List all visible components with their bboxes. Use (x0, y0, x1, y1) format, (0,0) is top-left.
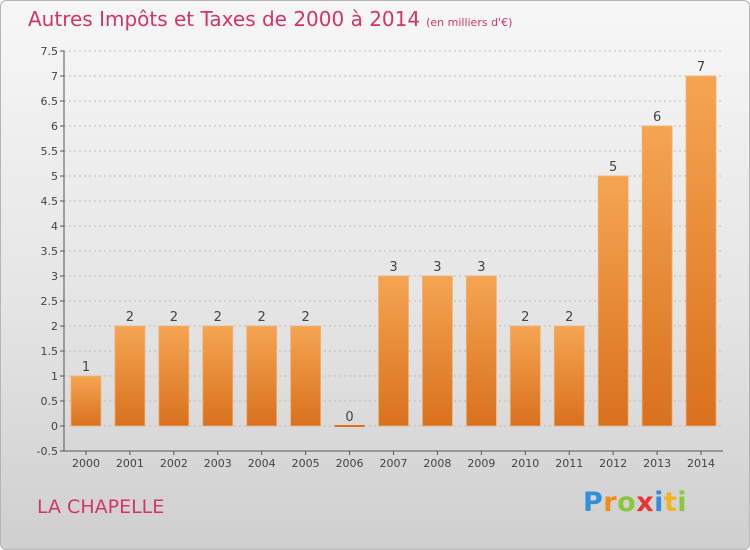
bar (378, 275, 409, 427)
logo-letter: t (663, 487, 678, 518)
proxiti-logo[interactable]: Proxiti (583, 487, 687, 518)
y-tick-label: 7 (51, 70, 58, 83)
bar (641, 125, 673, 427)
x-tick-label: 2010 (511, 457, 539, 470)
value-label: 3 (389, 260, 397, 275)
x-tick-label: 2005 (292, 457, 320, 470)
y-tick-label: 4 (51, 220, 58, 233)
x-tick-label: 2000 (72, 457, 100, 470)
x-tick-label: 2007 (380, 457, 408, 470)
y-tick-label: 7.5 (41, 45, 59, 58)
bar (290, 325, 322, 427)
value-label: 2 (214, 310, 222, 325)
value-label: 1 (82, 360, 90, 375)
y-tick-label: 1 (51, 370, 58, 383)
value-label: 2 (258, 310, 266, 325)
value-label: 3 (477, 260, 485, 275)
bar (597, 175, 629, 427)
x-tick-label: 2008 (423, 457, 451, 470)
commune-name: LA CHAPELLE (37, 496, 165, 518)
value-label: 6 (653, 110, 661, 125)
x-tick-label: 2009 (467, 457, 495, 470)
bar (246, 325, 278, 427)
chart-title: Autres Impôts et Taxes de 2000 à 2014 (en… (28, 7, 512, 31)
y-tick-label: 6 (51, 120, 58, 133)
x-tick-label: 2004 (248, 457, 276, 470)
x-tick-label: 2001 (116, 457, 144, 470)
y-tick-label: 4.5 (41, 195, 59, 208)
x-tick-label: 2011 (555, 457, 583, 470)
title-text: Autres Impôts et Taxes de 2000 à 2014 (28, 7, 421, 31)
bar (422, 275, 453, 427)
bar (509, 325, 541, 427)
logo-letter: P (583, 487, 604, 518)
bar (685, 75, 717, 427)
logo-letter: r (603, 487, 618, 518)
bars (70, 75, 717, 427)
value-label: 2 (126, 310, 134, 325)
axes: -0.5 0 0.5 1 1.5 2 2.5 3 3.5 4 4.5 5 5.5 6 6.5 7 7.5 2000… (37, 45, 723, 470)
value-label: 3 (433, 260, 441, 275)
y-tick-label: 2.5 (41, 295, 59, 308)
y-tick-label: 2 (51, 320, 58, 333)
x-tick-label: 2003 (204, 457, 232, 470)
value-label: 2 (301, 310, 309, 325)
x-tick-label: 2002 (160, 457, 188, 470)
value-label: 2 (565, 310, 573, 325)
logo-letter: i (654, 487, 664, 518)
bar (465, 275, 497, 427)
y-tick-label: -0.5 (37, 445, 58, 458)
unit-label: (en milliers d'€) (426, 16, 513, 29)
value-label: 2 (521, 310, 529, 325)
value-label: 2 (170, 310, 178, 325)
logo-letter: x (636, 487, 655, 518)
value-label: 0 (345, 410, 353, 425)
bar (158, 325, 190, 427)
value-label: 7 (697, 60, 705, 75)
y-tick-label: 3.5 (41, 245, 59, 258)
bar (553, 325, 585, 427)
y-tick-label: 0 (51, 420, 58, 433)
bar (114, 325, 146, 427)
value-labels: 1 2 2 2 2 2 0 3 3 3 2 2 5 6 7 (82, 60, 705, 425)
x-tick-label: 2012 (599, 457, 627, 470)
y-tick-label: 6.5 (41, 95, 59, 108)
x-tick-label: 2006 (336, 457, 364, 470)
y-tick-label: 0.5 (41, 395, 59, 408)
bar (70, 375, 102, 427)
value-label: 5 (609, 160, 617, 175)
y-tick-label: 1.5 (41, 345, 59, 358)
y-tick-label: 3 (51, 270, 58, 283)
bar (202, 325, 234, 427)
y-tick-label: 5 (51, 170, 58, 183)
logo-letter: i (677, 487, 688, 518)
y-tick-label: 5.5 (41, 145, 59, 158)
x-tick-label: 2013 (643, 457, 671, 470)
x-tick-label: 2014 (687, 457, 715, 470)
logo-letter: o (617, 487, 637, 518)
